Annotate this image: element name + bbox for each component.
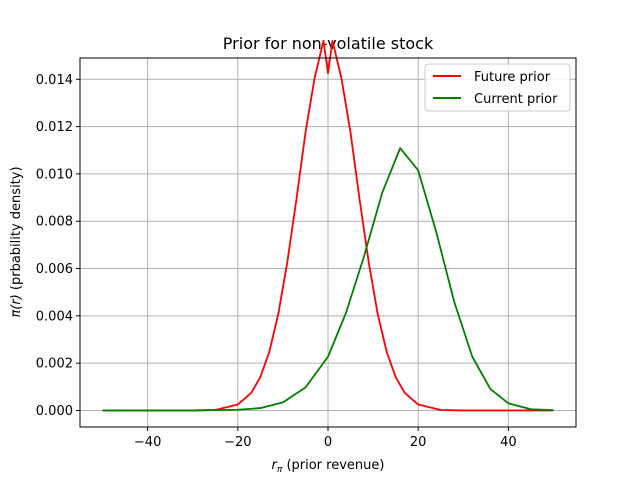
series-line-current-prior	[102, 147, 554, 412]
series-layer	[102, 39, 554, 412]
y-tick-label: 0.008	[36, 215, 73, 230]
legend-label-future-prior: Future prior	[474, 70, 551, 85]
x-axis-label: rπ (prior revenue)	[272, 458, 385, 475]
y-ticks: 0.000 0.002 0.004 0.006 0.008 0.010 0.012 0.014	[36, 73, 80, 419]
x-tick-label: −20	[224, 435, 251, 450]
y-tick-label: 0.014	[36, 73, 73, 88]
x-tick-label: 20	[410, 435, 427, 450]
chart-title: Prior for non-volatile stock	[223, 34, 434, 53]
x-axis-label-text: (prior revenue)	[282, 458, 384, 473]
legend-box	[424, 63, 571, 112]
y-tick-label: 0.004	[36, 309, 73, 324]
x-axis-label-symbol: r	[272, 458, 279, 473]
x-tick-label: −40	[134, 435, 161, 450]
y-tick-label: 0.006	[36, 262, 73, 277]
x-tick-label: 0	[324, 435, 332, 450]
x-tick-label: 40	[500, 435, 517, 450]
y-tick-label: 0.012	[36, 120, 73, 135]
y-axis-label: π(r) (prbability density)	[9, 166, 24, 317]
y-tick-label: 0.000	[36, 404, 73, 419]
x-ticks: −40 −20 0 20 40	[134, 427, 517, 450]
series-line-future-prior	[102, 39, 554, 412]
x-axis-label-subscript: π	[277, 465, 283, 475]
legend: Future prior Current prior	[424, 63, 571, 112]
y-tick-label: 0.010	[36, 167, 73, 182]
y-axis-label-symbol: π(r)	[9, 294, 24, 317]
y-tick-label: 0.002	[36, 357, 73, 372]
legend-label-current-prior: Current prior	[474, 92, 558, 107]
y-axis-label-text: (prbability density)	[9, 166, 24, 294]
grid-layer	[80, 58, 576, 427]
